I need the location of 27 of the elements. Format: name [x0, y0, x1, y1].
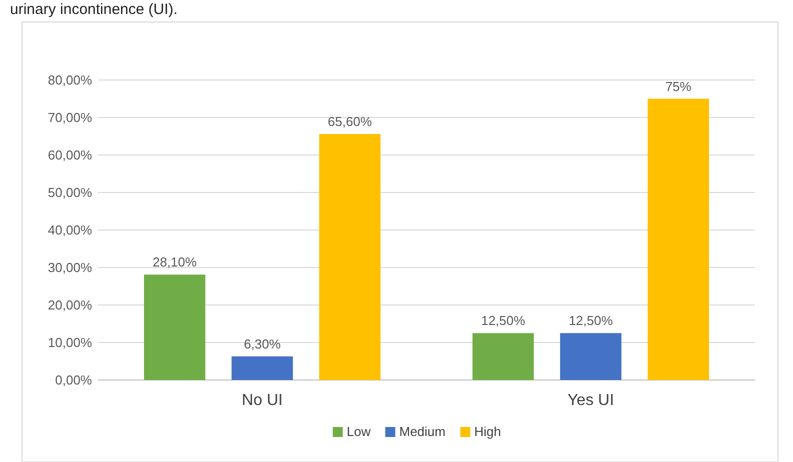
- legend-label: Low: [346, 424, 372, 439]
- y-tick-label: 70,00%: [48, 110, 92, 125]
- data-label: 28,10%: [152, 254, 198, 270]
- bar: [560, 333, 622, 380]
- y-tick-label: 40,00%: [48, 222, 92, 238]
- y-tick-label: 30,00%: [48, 260, 92, 275]
- legend-label: High: [474, 424, 501, 439]
- y-tick-label: 0,00%: [55, 372, 92, 388]
- data-label: 12,50%: [568, 313, 614, 328]
- bar: [319, 134, 381, 380]
- y-tick-label: 20,00%: [48, 298, 92, 312]
- x-tick-label: Yes UI: [567, 392, 614, 409]
- data-label: 6,30%: [244, 336, 282, 352]
- bar: [144, 274, 206, 380]
- legend-label: Medium: [399, 424, 446, 439]
- data-label: 75%: [665, 78, 692, 94]
- y-tick-label: 50,00%: [48, 185, 92, 200]
- bar: [648, 98, 710, 380]
- y-tick-label: 10,00%: [48, 335, 92, 350]
- y-tick-label: 60,00%: [48, 148, 92, 162]
- x-tick-label: No UI: [242, 392, 283, 409]
- chart-title: urinary incontinence (UI).: [10, 1, 178, 18]
- data-label: 65,60%: [328, 114, 372, 129]
- bar: [472, 333, 534, 380]
- bar: [232, 356, 293, 380]
- data-label: 12,50%: [481, 313, 526, 328]
- y-tick-label: 80,00%: [48, 72, 92, 88]
